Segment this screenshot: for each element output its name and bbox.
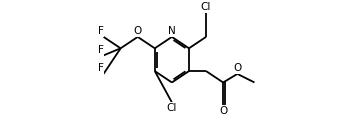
Text: O: O [233,63,242,73]
Text: F: F [98,26,103,36]
Text: O: O [134,26,142,36]
Text: Cl: Cl [167,103,177,113]
Text: O: O [219,106,227,116]
Text: F: F [98,45,103,55]
Text: N: N [168,26,176,36]
Text: Cl: Cl [201,2,211,12]
Text: F: F [98,63,103,73]
